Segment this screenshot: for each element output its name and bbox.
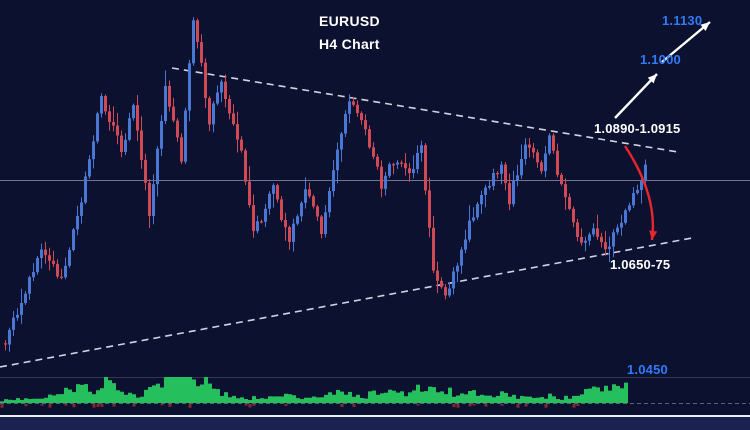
- support-zone-label: 1.0650-75: [610, 257, 671, 272]
- mid-target-label: 1.1000: [640, 52, 681, 67]
- upper-target-label: 1.1130: [662, 13, 703, 28]
- chart-timeframe-subtitle: H4 Chart: [319, 36, 380, 52]
- lower-level-label: 1.0450: [627, 362, 668, 377]
- chart-symbol-title: EURUSD: [319, 13, 380, 29]
- resistance-zone-label: 1.0890-1.0915: [594, 121, 681, 136]
